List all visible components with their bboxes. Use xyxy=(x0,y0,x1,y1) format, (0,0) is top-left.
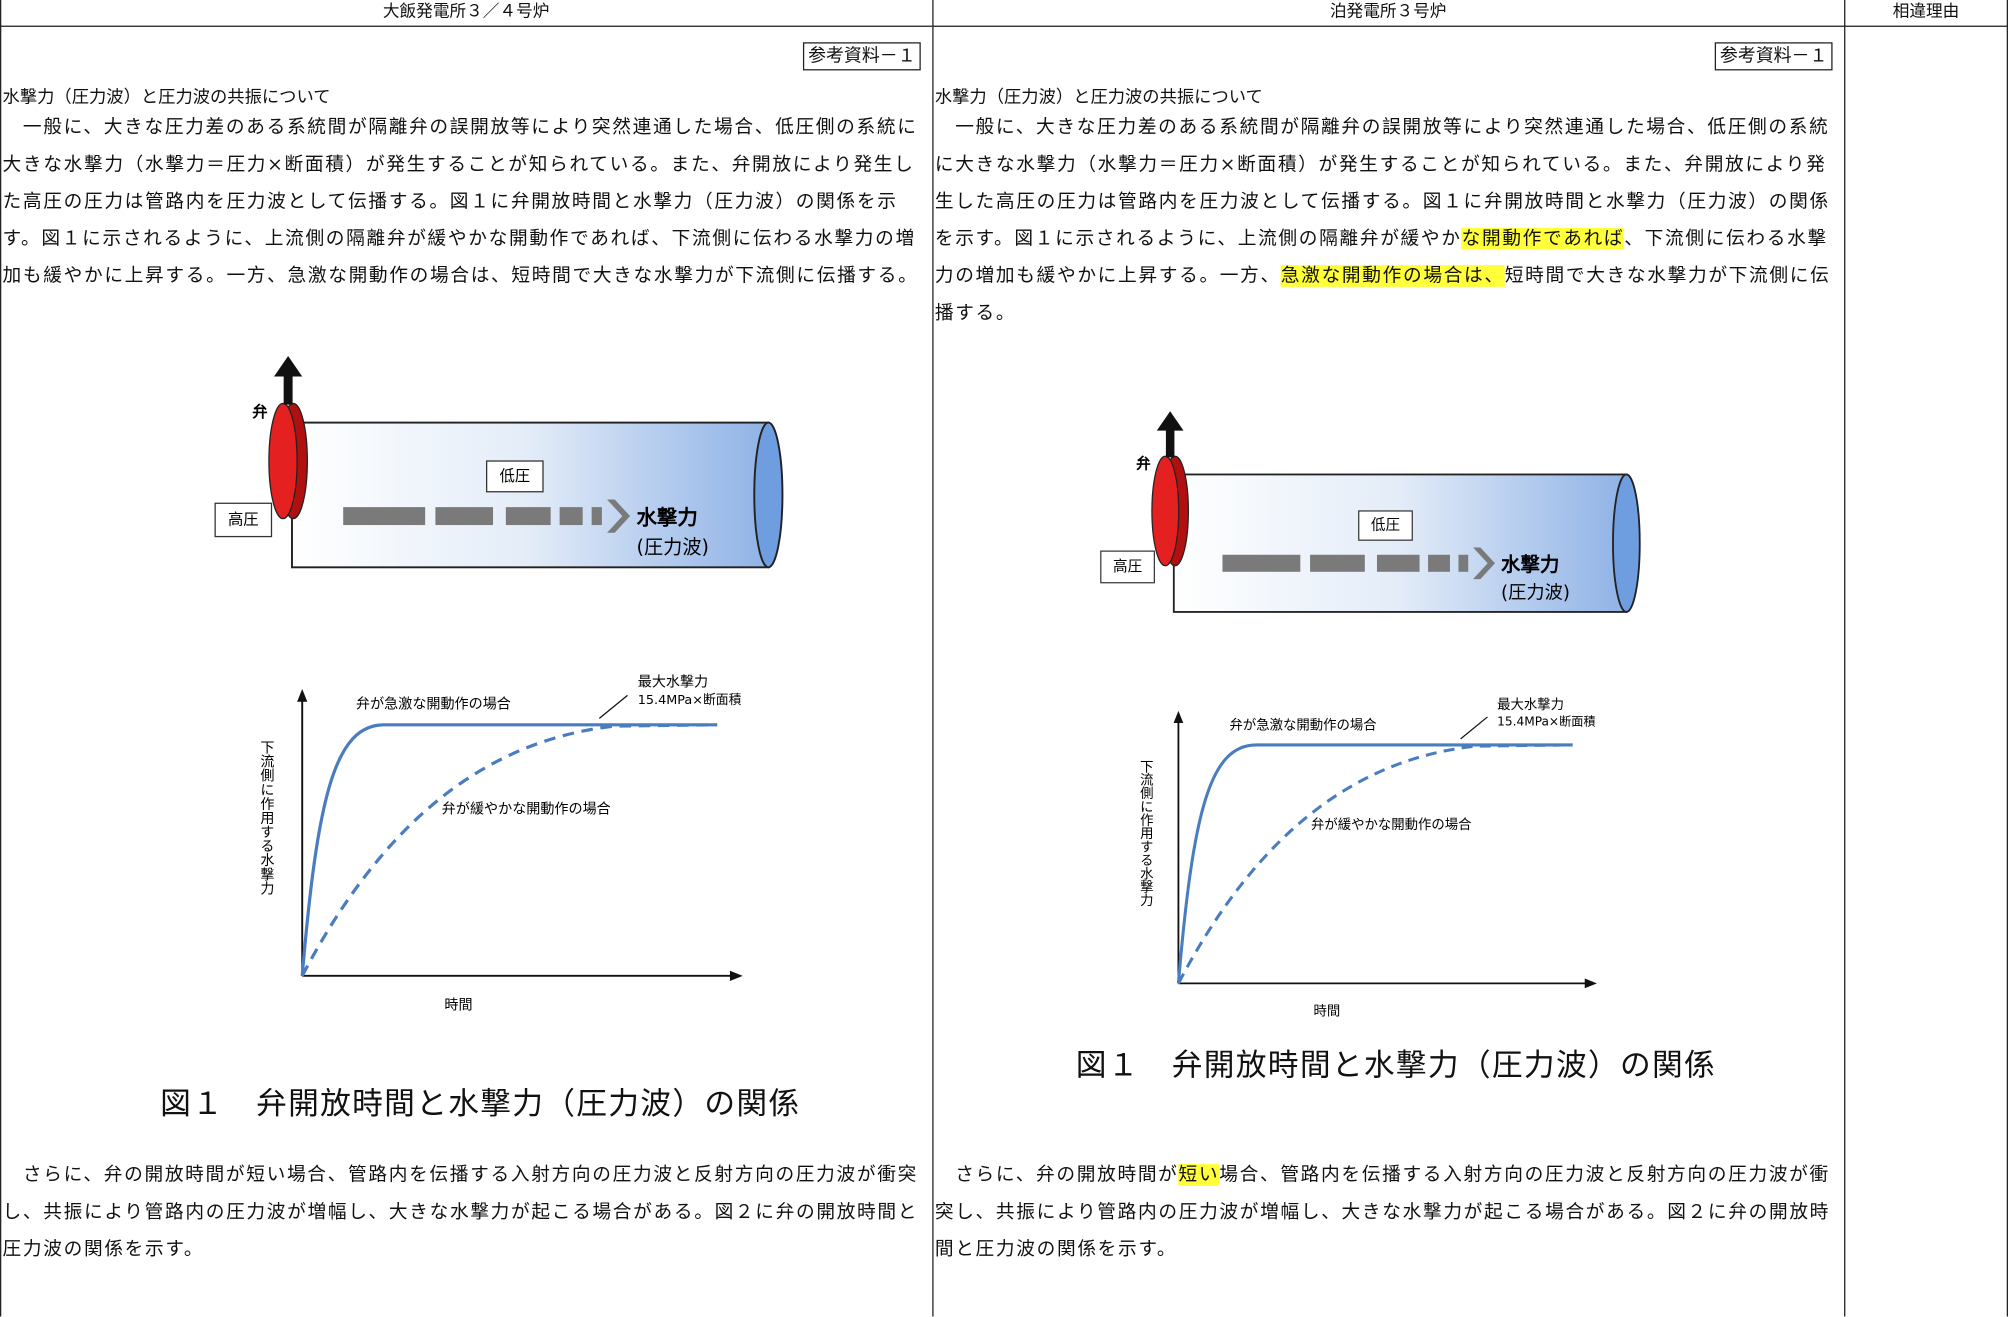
label-box xyxy=(214,502,273,538)
max-force-label: 最大水撃力 xyxy=(638,675,708,691)
slow-label: 弁が緩やかな開動作の場合 xyxy=(1311,817,1472,833)
max-force-label: 最大水撃力 xyxy=(1497,697,1564,713)
reference-label: 参考資料－１ xyxy=(802,42,921,71)
label-box xyxy=(1100,550,1155,584)
wave-dash xyxy=(1376,554,1420,572)
y-axis-label: 下流側に作用する水撃力 xyxy=(1137,760,1154,909)
wave-dash xyxy=(505,507,551,526)
leader-line xyxy=(1460,716,1488,740)
axis-arrow xyxy=(297,688,308,702)
axis-arrow xyxy=(1584,978,1597,989)
paragraph: 一般に、大きな圧力差のある系統間が隔離弁の誤開放等により突然連通した場合、低圧側… xyxy=(3,109,925,295)
valve-label: 弁 xyxy=(252,402,267,421)
valve xyxy=(1151,455,1180,567)
border xyxy=(1844,0,1846,1317)
axis-arrow xyxy=(729,970,743,981)
pipe-end xyxy=(753,421,784,569)
pipe-end xyxy=(1612,473,1641,613)
wave-dash xyxy=(591,507,602,526)
text-segment: 一般に、大きな圧力差のある系統間が隔離弁の誤開放等により突然連通した場合、低圧側… xyxy=(934,116,1830,250)
rapid-curve xyxy=(300,723,718,976)
wave-arrow xyxy=(1473,547,1495,580)
leader-line xyxy=(598,694,628,719)
wave-dash xyxy=(343,507,426,526)
text-segment: な開動作であれば xyxy=(1461,227,1625,250)
header-cell: 泊発電所３号炉 xyxy=(932,0,1845,27)
border xyxy=(2006,0,2008,1317)
slow-curve xyxy=(300,723,718,977)
paragraph: 一般に、大きな圧力差のある系統間が隔離弁の誤開放等により突然連通した場合、低圧側… xyxy=(935,109,1844,332)
max-force-value-label: 15.4MPa×断面積 xyxy=(1497,713,1595,728)
wave-dash xyxy=(1428,554,1450,572)
high-pressure-label: 高圧 xyxy=(228,510,259,528)
x-axis-label: 時間 xyxy=(444,997,472,1013)
figure-caption: 図１ 弁開放時間と水撃力（圧力波）の関係 xyxy=(160,1085,801,1122)
x-axis-label: 時間 xyxy=(1313,1003,1340,1019)
high-pressure-label: 高圧 xyxy=(1113,558,1142,575)
low-pressure-label: 低圧 xyxy=(499,467,530,485)
text-segment: 短い xyxy=(1178,1164,1220,1186)
reference-label: 参考資料－１ xyxy=(1714,42,1833,71)
wave-dash xyxy=(1458,554,1469,572)
wave-label: (圧力波) xyxy=(636,536,709,559)
valve-arrow-head xyxy=(1156,411,1184,431)
valve-label: 弁 xyxy=(1136,455,1151,473)
paragraph: さらに、弁の開放時間が短い場合、管路内を伝播する入射方向の圧力波と反射方向の圧力… xyxy=(3,1156,925,1267)
paragraph: さらに、弁の開放時間が短い場合、管路内を伝播する入射方向の圧力波と反射方向の圧力… xyxy=(935,1156,1844,1267)
y-axis-label: 下流側に作用する水撃力 xyxy=(258,740,274,896)
text-segment: 急激な開動作の場合は、 xyxy=(1280,265,1505,287)
label-box xyxy=(485,460,544,493)
valve-arrow-head xyxy=(274,356,303,377)
border xyxy=(0,0,2,1317)
text-segment: さらに、弁の開放時間が短い場合、管路内を伝播する入射方向の圧力波と反射方向の圧力… xyxy=(2,1164,919,1261)
force-label: 水撃力 xyxy=(1501,553,1559,576)
text-segment: 、下流側に伝わる水撃力の増加も緩やかに上昇する。一方、 xyxy=(934,227,1828,287)
text-segment: 場合、管路内を伝播する入射方向の圧力波と反射方向の圧力波が衝突し、共振により管路… xyxy=(934,1164,1831,1261)
slow-curve xyxy=(1177,743,1573,985)
axis-arrow xyxy=(1173,710,1184,724)
wave-dash xyxy=(559,507,583,526)
header-cell: 大飯発電所３／４号炉 xyxy=(0,0,933,27)
figure-caption: 図１ 弁開放時間と水撃力（圧力波）の関係 xyxy=(1075,1047,1717,1084)
rapid-curve xyxy=(1176,743,1573,984)
border xyxy=(932,0,934,1317)
text-segment: さらに、弁の開放時間が xyxy=(934,1164,1179,1186)
rapid-label: 弁が急激な開動作の場合 xyxy=(1230,717,1377,733)
section-heading: 水撃力（圧力波）と圧力波の共振について xyxy=(2,87,331,108)
valve xyxy=(268,402,298,520)
wave-arrow xyxy=(607,499,631,533)
force-label: 水撃力 xyxy=(636,506,697,530)
rapid-label: 弁が急激な開動作の場合 xyxy=(356,695,511,712)
text-segment: 短時間で大きな水撃力が下流側に伝播する。 xyxy=(934,265,1831,324)
section-heading: 水撃力（圧力波）と圧力波の共振について xyxy=(934,87,1263,108)
label-box xyxy=(1358,510,1413,541)
wave-dash xyxy=(1222,554,1301,572)
low-pressure-label: 低圧 xyxy=(1371,517,1400,534)
wave-label: (圧力波) xyxy=(1501,583,1570,604)
wave-dash xyxy=(435,507,494,526)
max-force-value-label: 15.4MPa×断面積 xyxy=(638,693,742,708)
wave-dash xyxy=(1310,554,1365,572)
slow-label: 弁が緩やかな開動作の場合 xyxy=(442,801,611,817)
pipe xyxy=(291,421,770,569)
header-cell: 相違理由 xyxy=(1844,0,2008,27)
text-segment: 一般に、大きな圧力差のある系統間が隔離弁の誤開放等により突然連通した場合、低圧側… xyxy=(2,116,919,287)
